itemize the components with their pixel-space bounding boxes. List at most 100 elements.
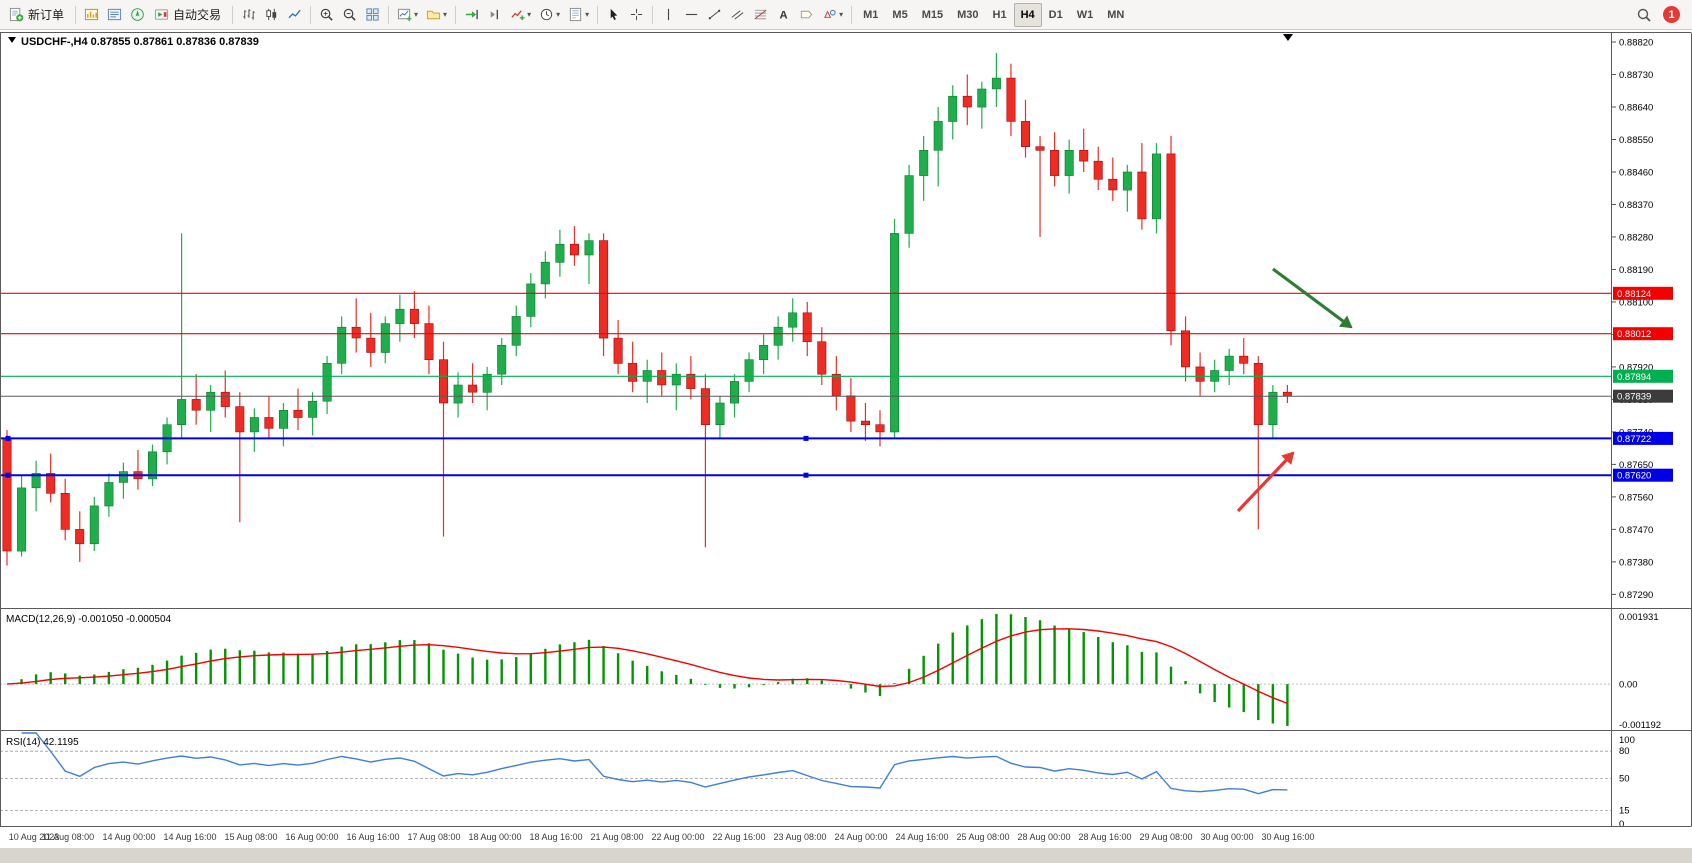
svg-text:0: 0: [1619, 819, 1624, 830]
auto-trading-button[interactable]: 自动交易: [149, 3, 228, 27]
candle-body: [919, 150, 929, 176]
price-tick-label: 0.88550: [1619, 135, 1653, 146]
toolbar-separator: [597, 5, 599, 24]
line-handle[interactable]: [5, 472, 11, 478]
new-chart-button[interactable]: ▾: [393, 3, 422, 27]
price-tick-label: 0.87470: [1619, 525, 1653, 536]
candlestick-chart-button[interactable]: [260, 3, 283, 27]
candle-body: [206, 391, 216, 411]
timeframe-d1[interactable]: D1: [1048, 8, 1063, 21]
text-label-button[interactable]: [795, 3, 818, 27]
time-label: 22 Aug 16:00: [712, 832, 765, 842]
svg-text:100: 100: [1619, 735, 1635, 746]
bar-chart-button[interactable]: [237, 3, 260, 27]
candle-body: [584, 240, 594, 256]
macd-panel: MACD(12,26,9) -0.001050 -0.000504 0.00193…: [0, 612, 1661, 731]
templates-button[interactable]: ▾: [564, 3, 593, 27]
tile-windows-button[interactable]: [361, 3, 384, 27]
svg-text:A: A: [780, 9, 788, 21]
time-label: 14 Aug 16:00: [163, 832, 216, 842]
chart-shift-icon: [487, 7, 502, 22]
navigator-button[interactable]: [126, 3, 149, 27]
toolbar-separator: [652, 5, 654, 24]
red-arrow[interactable]: [1236, 451, 1295, 513]
green-arrow[interactable]: [1272, 267, 1353, 329]
price-axis[interactable]: [1612, 32, 1692, 826]
navigator-icon: [130, 7, 145, 22]
channel-icon: [730, 7, 745, 22]
toolbar-separator: [232, 5, 234, 24]
candle-body: [671, 373, 681, 386]
timeframe-w1[interactable]: W1: [1076, 8, 1094, 21]
candle-body: [424, 323, 434, 361]
timeframe-m5[interactable]: M5: [892, 8, 908, 21]
cursor-button[interactable]: [602, 3, 625, 27]
trendline-button[interactable]: [703, 3, 726, 27]
candle-body: [104, 482, 114, 507]
templates-icon: [568, 7, 583, 22]
chart-shift-marker[interactable]: [1282, 34, 1293, 41]
price-tick-label: 0.87380: [1619, 557, 1653, 568]
line-handle[interactable]: [803, 472, 809, 478]
chart-shift-button[interactable]: [483, 3, 506, 27]
time-label: 18 Aug 16:00: [529, 832, 582, 842]
toolbar-groups: 新订单 自动交易 ▾ ▾ ▾ ▾ ▾ A ▾ M1 M5 M15 M30 H1 H4 D1 W1 MN: [4, 0, 1131, 29]
candle-body: [1282, 391, 1292, 397]
timeframe-h1[interactable]: H1: [992, 8, 1007, 21]
profiles-button[interactable]: ▾: [422, 3, 451, 27]
timeframe-mn[interactable]: MN: [1107, 8, 1125, 21]
line-handle[interactable]: [803, 435, 809, 441]
crosshair-button[interactable]: [625, 3, 648, 27]
candle-body: [613, 337, 623, 364]
svg-text:0.88012: 0.88012: [1617, 329, 1651, 340]
support-line-2[interactable]: [0, 472, 1612, 478]
timeframe-m15[interactable]: M15: [921, 8, 944, 21]
support-line-1-price-label: 0.87722: [1613, 431, 1673, 445]
time-axis[interactable]: [0, 826, 1692, 848]
candle-body: [526, 283, 536, 317]
equidistant-channel-button[interactable]: [726, 3, 749, 27]
resistance-line-1-price-label: 0.88124: [1613, 286, 1673, 300]
new-order-icon: [9, 7, 24, 22]
macd-signal-line: [6, 628, 1288, 705]
chart-info: USDCHF-,H4 0.87855 0.87861 0.87836 0.878…: [8, 36, 259, 48]
market-watch-button[interactable]: [80, 3, 103, 27]
market-watch-icon: [84, 7, 99, 22]
indicators-button[interactable]: ▾: [506, 3, 535, 27]
text-button[interactable]: A: [772, 3, 795, 27]
time-label: 30 Aug 16:00: [1261, 832, 1314, 842]
time-label: 22 Aug 00:00: [651, 832, 704, 842]
auto-scroll-button[interactable]: [460, 3, 483, 27]
candle-body: [875, 424, 885, 433]
zoom-in-button[interactable]: [315, 3, 338, 27]
notifications-badge[interactable]: 1: [1663, 6, 1680, 23]
zoom-in-icon: [319, 7, 334, 22]
candle-body: [904, 175, 914, 234]
data-window-button[interactable]: [103, 3, 126, 27]
candle-body: [249, 417, 259, 433]
zoom-out-icon: [342, 7, 357, 22]
timeframe-m1[interactable]: M1: [863, 8, 879, 21]
fibonacci-button[interactable]: [749, 3, 772, 27]
zoom-out-button[interactable]: [338, 3, 361, 27]
horizontal-line-button[interactable]: [680, 3, 703, 27]
chart-svg: 0.88820 0.88730 0.88640 0.88550 0.88460 0.883…: [0, 30, 1692, 858]
new-chart-icon: [397, 7, 412, 22]
candle-body: [846, 395, 856, 422]
vertical-line-button[interactable]: [657, 3, 680, 27]
line-chart-button[interactable]: [283, 3, 306, 27]
arrows-button[interactable]: ▾: [818, 3, 847, 27]
candle-body: [191, 399, 201, 411]
line-handle[interactable]: [5, 435, 11, 441]
candle-body: [89, 505, 99, 545]
timeframe-h4[interactable]: H4: [1013, 2, 1042, 27]
price-tick-label: 0.88190: [1619, 265, 1653, 276]
search-button[interactable]: [1632, 3, 1656, 27]
support-line-1[interactable]: [0, 435, 1612, 441]
symbol-collapse-icon[interactable]: [8, 37, 16, 43]
new-order-button[interactable]: 新订单: [4, 3, 71, 27]
periods-button[interactable]: ▾: [535, 3, 564, 27]
timeframe-m30[interactable]: M30: [957, 8, 979, 21]
candle-body: [453, 384, 463, 404]
